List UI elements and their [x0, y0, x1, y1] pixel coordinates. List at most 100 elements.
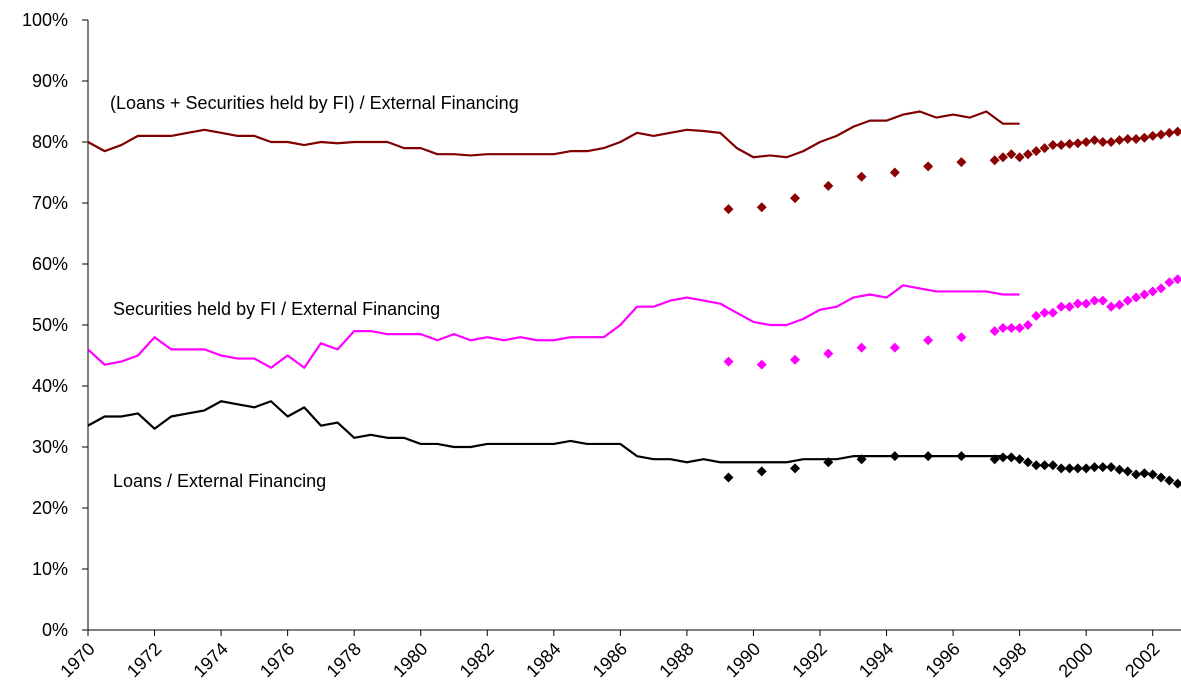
data-point — [1056, 463, 1067, 474]
data-point — [1089, 295, 1100, 306]
series-line — [87, 110, 1020, 159]
x-tick-label: 1988 — [655, 639, 697, 681]
data-point — [1172, 478, 1181, 489]
data-point — [723, 472, 734, 483]
data-point — [1022, 320, 1033, 330]
data-point — [1114, 135, 1125, 146]
data-point — [989, 326, 1000, 337]
data-point — [1081, 137, 1092, 147]
y-tick-label: 40% — [32, 376, 68, 396]
data-point — [1031, 146, 1042, 157]
data-point — [1147, 286, 1158, 297]
data-point — [1064, 138, 1075, 149]
y-tick-label: 90% — [32, 71, 68, 91]
x-tick-label: 1992 — [788, 639, 830, 681]
data-point — [1114, 299, 1125, 310]
data-point — [1031, 310, 1042, 321]
y-tick-label: 20% — [32, 498, 68, 518]
data-point — [723, 204, 734, 215]
data-point — [1089, 462, 1100, 473]
data-point — [1122, 466, 1133, 477]
data-point — [1172, 274, 1181, 285]
y-tick-label: 30% — [32, 437, 68, 457]
data-point — [889, 451, 900, 462]
data-point — [989, 155, 1000, 166]
data-point — [1131, 133, 1142, 144]
y-tick-label: 0% — [42, 620, 68, 640]
data-point — [1072, 298, 1083, 309]
data-point — [1006, 452, 1017, 463]
data-point — [1147, 130, 1158, 141]
data-point — [1031, 460, 1042, 471]
x-tick-label: 1984 — [522, 639, 564, 681]
data-point — [923, 451, 934, 462]
data-point — [856, 454, 867, 465]
data-point — [756, 359, 767, 370]
data-point — [923, 335, 934, 346]
x-tick-label: 1976 — [256, 639, 298, 681]
y-tick-label: 100% — [22, 10, 68, 30]
data-point — [956, 157, 967, 168]
data-point — [997, 452, 1008, 463]
data-point — [1139, 132, 1150, 143]
x-tick-label: 1972 — [123, 639, 165, 681]
data-point — [823, 457, 834, 468]
data-point — [956, 332, 967, 343]
x-tick-label: 1990 — [722, 639, 764, 681]
data-point — [1139, 289, 1150, 300]
y-tick-label: 60% — [32, 254, 68, 274]
data-point — [1064, 463, 1075, 474]
data-point — [1097, 295, 1108, 306]
data-point — [1164, 127, 1175, 138]
y-tick-label: 10% — [32, 559, 68, 579]
data-point — [1139, 468, 1150, 479]
x-tick-label: 2002 — [1121, 639, 1163, 681]
data-point — [790, 463, 801, 474]
data-point — [1047, 307, 1058, 318]
data-point — [1056, 140, 1067, 151]
data-point — [1081, 298, 1092, 309]
data-point — [1022, 457, 1033, 468]
data-point — [756, 202, 767, 213]
x-tick-label: 1970 — [56, 639, 98, 681]
x-tick-label: 2000 — [1055, 639, 1097, 681]
data-point — [1172, 126, 1181, 137]
data-point — [790, 193, 801, 204]
data-point — [823, 180, 834, 191]
y-tick-label: 50% — [32, 315, 68, 335]
y-tick-label: 80% — [32, 132, 68, 152]
data-point — [1122, 295, 1133, 306]
data-point — [1047, 460, 1058, 471]
data-point — [1014, 454, 1025, 465]
data-point — [989, 454, 1000, 465]
data-point — [1022, 149, 1033, 160]
annotation: (Loans + Securities held by FI) / Extern… — [110, 93, 519, 113]
data-point — [1131, 292, 1142, 303]
data-point — [1156, 129, 1167, 140]
x-tick-label: 1980 — [389, 639, 431, 681]
data-point — [1106, 462, 1117, 473]
data-point — [756, 466, 767, 477]
data-point — [1081, 463, 1092, 474]
data-point — [1156, 472, 1167, 483]
data-point — [1097, 462, 1108, 473]
data-point — [1131, 469, 1142, 480]
data-point — [997, 323, 1008, 334]
data-point — [1014, 152, 1025, 163]
data-point — [1164, 277, 1175, 288]
x-tick-label: 1994 — [855, 639, 897, 681]
data-point — [889, 167, 900, 178]
data-point — [1047, 140, 1058, 151]
data-point — [790, 354, 801, 365]
data-point — [1156, 283, 1167, 294]
data-point — [889, 342, 900, 353]
data-point — [956, 451, 967, 462]
x-tick-label: 1978 — [323, 639, 365, 681]
data-point — [1039, 460, 1050, 471]
annotation: Securities held by FI / External Financi… — [113, 299, 440, 319]
x-tick-label: 1974 — [189, 639, 231, 681]
data-point — [1039, 307, 1050, 318]
data-point — [823, 348, 834, 359]
